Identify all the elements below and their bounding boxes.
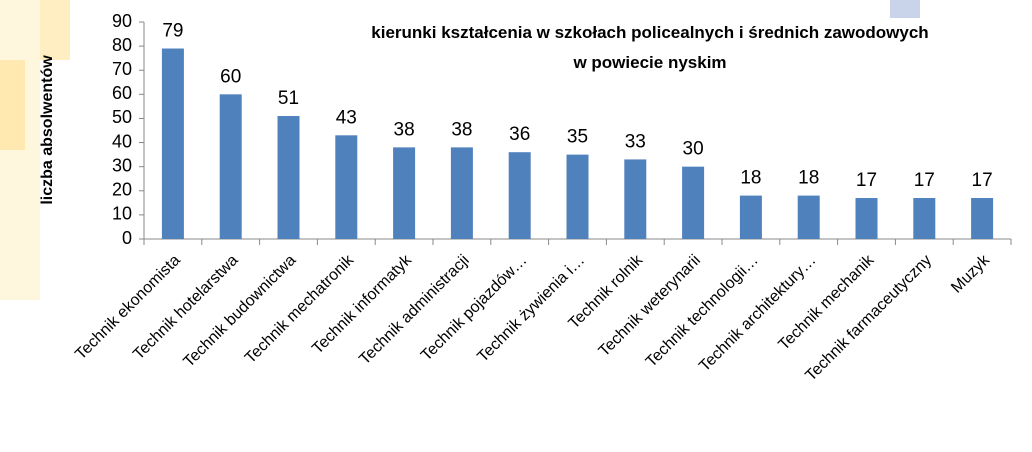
x-tick-label: Technik informatyk <box>309 251 415 357</box>
chart-title: kierunki kształcenia w szkołach policeal… <box>371 23 928 42</box>
bar <box>855 198 878 239</box>
bar <box>450 147 473 239</box>
y-tick-label: 60 <box>112 83 132 103</box>
chart-title: w powiecie nyskim <box>572 53 726 72</box>
x-tick-label: Technik ekonomista <box>72 252 183 363</box>
value-label: 79 <box>162 21 183 42</box>
x-tick-label: Technik mechanik <box>775 251 878 354</box>
bar <box>566 154 589 239</box>
value-label: 36 <box>509 124 530 145</box>
y-tick-label: 10 <box>112 204 132 224</box>
bar <box>682 166 705 239</box>
y-tick-label: 80 <box>112 35 132 55</box>
y-tick-label: 30 <box>112 155 132 175</box>
value-label: 60 <box>220 66 241 87</box>
bar <box>393 147 416 239</box>
y-axis-label: liczba absolwentów <box>39 55 56 205</box>
value-label: 17 <box>972 170 993 191</box>
x-tick-label: Technik budownictwa <box>180 252 299 371</box>
bar <box>971 198 994 239</box>
value-label: 38 <box>451 119 472 140</box>
y-tick-label: 0 <box>122 228 132 248</box>
background-decoration <box>0 0 920 300</box>
value-label: 18 <box>798 168 819 189</box>
value-label: 51 <box>278 88 299 109</box>
x-tick-label: Technik technologii… <box>643 252 762 371</box>
y-tick-label: 90 <box>112 11 132 31</box>
x-tick-label: Technik weterynarii <box>596 252 704 360</box>
value-label: 38 <box>394 119 415 140</box>
value-label: 30 <box>683 139 704 160</box>
bar <box>508 152 531 239</box>
bar <box>797 195 820 239</box>
y-tick-label: 50 <box>112 107 132 127</box>
value-label: 33 <box>625 131 646 152</box>
bar <box>739 195 762 239</box>
x-tick-label: Technik administracji <box>356 252 472 368</box>
bar <box>335 135 358 239</box>
value-label: 35 <box>567 127 588 148</box>
value-label: 18 <box>740 168 761 189</box>
x-tick-label: Technik żywienia i… <box>474 252 588 366</box>
x-tick-label: Technik hotelarstwa <box>130 252 241 363</box>
value-label: 17 <box>856 170 877 191</box>
bar <box>219 94 242 239</box>
y-tick-label: 70 <box>112 59 132 79</box>
x-tick-label: Technik mechatronik <box>242 251 358 367</box>
x-tick-label: Muzyk <box>948 251 993 296</box>
value-label: 17 <box>914 170 935 191</box>
y-tick-label: 20 <box>112 180 132 200</box>
value-label: 43 <box>336 107 357 128</box>
bar <box>161 48 184 240</box>
x-tick-label: Technik pojazdów… <box>418 252 531 365</box>
bar <box>624 159 647 239</box>
bar <box>277 116 300 239</box>
bar <box>913 198 936 239</box>
y-tick-label: 40 <box>112 131 132 151</box>
x-tick-label: Technik architektury… <box>696 252 819 375</box>
